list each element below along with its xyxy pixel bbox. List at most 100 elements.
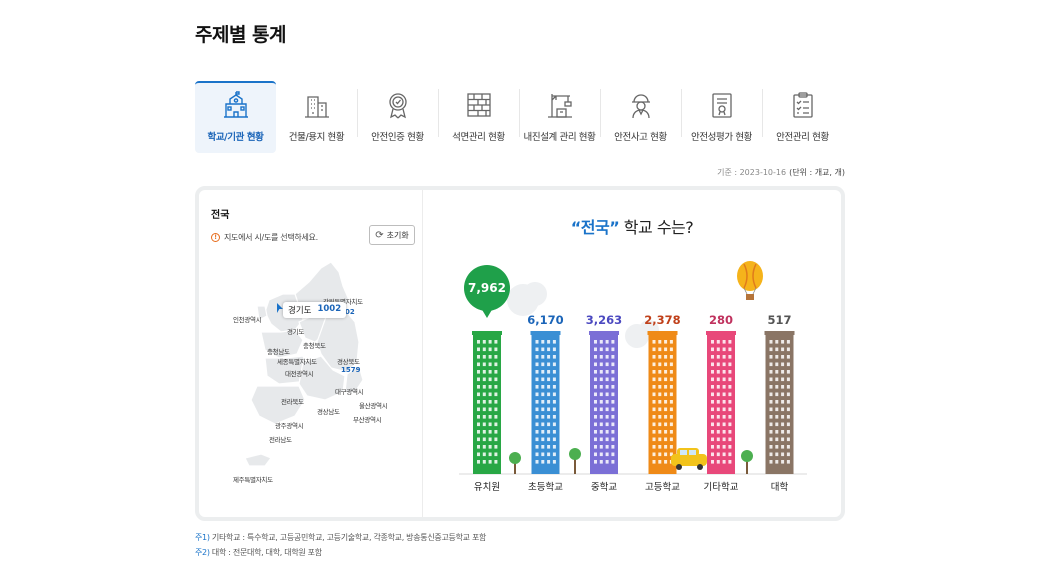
bar-window [599,340,603,344]
bar-window [652,377,656,382]
bar-window [535,452,539,457]
bar-window [711,340,714,344]
balloon-rope [743,287,748,295]
bar-window [769,362,773,367]
bar-window [658,452,662,457]
bar-window [611,437,615,442]
bar-window [775,362,779,367]
bar-window [599,407,603,412]
map-label-incheon[interactable]: 인천광역시 [233,316,262,324]
bar-window [594,340,597,344]
bar-window [541,355,545,359]
bar-window [781,407,785,412]
bar-window [541,407,545,412]
bar-window [669,415,673,419]
car-wheel [697,464,703,470]
map-label-jeonnam[interactable]: 전라남도 [269,436,292,444]
tab-school-institution[interactable]: 학교/기관 현황 [195,81,276,153]
bar-window [781,400,785,404]
bar-window [594,452,597,457]
map-label-gyeonggi[interactable]: 경기도 [287,328,305,336]
bar-window [477,340,480,344]
bar-window [652,355,656,359]
value-label: 2,378 [644,313,680,327]
bar-window [594,370,597,374]
bar-window [658,437,662,442]
bar-window [652,445,656,449]
map-label-jeju[interactable]: 제주특별자치도 [233,476,273,484]
bar-window [728,430,732,434]
bar-window [786,407,790,412]
bar-window [605,392,609,397]
map-label-gyeongnam[interactable]: 경상남도 [317,408,340,416]
bar-window [775,422,779,427]
bar-window [716,355,720,359]
bar-window [716,392,720,397]
bar-window [658,422,662,427]
bar-window [781,445,785,449]
tab-safety-management[interactable]: 안전관리 현황 [762,81,843,153]
bar-window [552,415,556,419]
bar-window [541,437,545,442]
chart-title-quote-close: ” [609,218,620,237]
bar-window [769,422,773,427]
category-label: 기타학교 [704,482,739,493]
korea-map[interactable] [199,250,423,490]
map-label-daegu[interactable]: 대구광역시 [335,388,364,396]
bar-window [722,392,726,397]
bar-window [547,392,551,397]
bar-window [477,385,480,389]
bar-window [716,340,720,344]
bar-window [547,340,551,344]
tab-safety-evaluation[interactable]: 안전성평가 현황 [681,81,762,153]
bar-window [599,437,603,442]
bar-window [711,422,714,427]
bar-window [541,370,545,374]
map-label-jeonbuk[interactable]: 전라북도 [281,398,304,406]
bar-window [482,392,486,397]
bar-window [769,400,773,404]
bar-window [552,400,556,404]
reset-button[interactable]: ⟳ 초기화 [369,225,415,245]
bar-window [605,370,609,374]
tab-asbestos[interactable]: 석면관리 현황 [438,81,519,153]
map-label-sejong[interactable]: 세종특별자치도 [277,358,317,366]
bar-window [535,422,539,427]
tree-trunk [746,456,748,474]
map-label-ulsan[interactable]: 울산광역시 [359,402,388,410]
bar-window [716,400,720,404]
bar-window [669,445,673,449]
bar-window [477,445,480,449]
bar-window [494,445,498,449]
car-window [689,450,696,455]
map-label-gyeongbuk[interactable]: 경상북도 [337,358,360,366]
map-label-busan[interactable]: 부산광역시 [353,416,382,424]
bar-window [775,347,779,352]
bar-window [599,415,603,419]
bar-window [541,347,545,352]
bar-window [652,407,656,412]
bar-window [599,362,603,367]
bar-window [594,347,597,352]
bar-window [669,430,673,434]
bar-window [786,377,790,382]
tab-safety-certification[interactable]: 안전인증 현황 [357,81,438,153]
bar-window [769,377,773,382]
bar-window [605,452,609,457]
bar-window [482,377,486,382]
bar-window [482,415,486,419]
map-label-gwangju[interactable]: 광주광역시 [275,422,304,430]
bar-window [728,422,732,427]
bar-window [669,422,673,427]
bar-window [728,362,732,367]
bar-window [658,415,662,419]
bar-window [716,385,720,389]
bar-window [599,370,603,374]
tab-building-land[interactable]: 건물/용지 현황 [276,81,357,153]
tab-safety-accident[interactable]: 안전사고 현황 [600,81,681,153]
tab-seismic[interactable]: 내진설계 관리 현황 [519,81,600,153]
map-label-chungbuk[interactable]: 충청북도 [303,342,326,350]
map-label-daejeon[interactable]: 대전광역시 [285,370,314,378]
balloon-rope [752,287,757,295]
map-label-chungnam[interactable]: 충청남도 [267,348,290,356]
